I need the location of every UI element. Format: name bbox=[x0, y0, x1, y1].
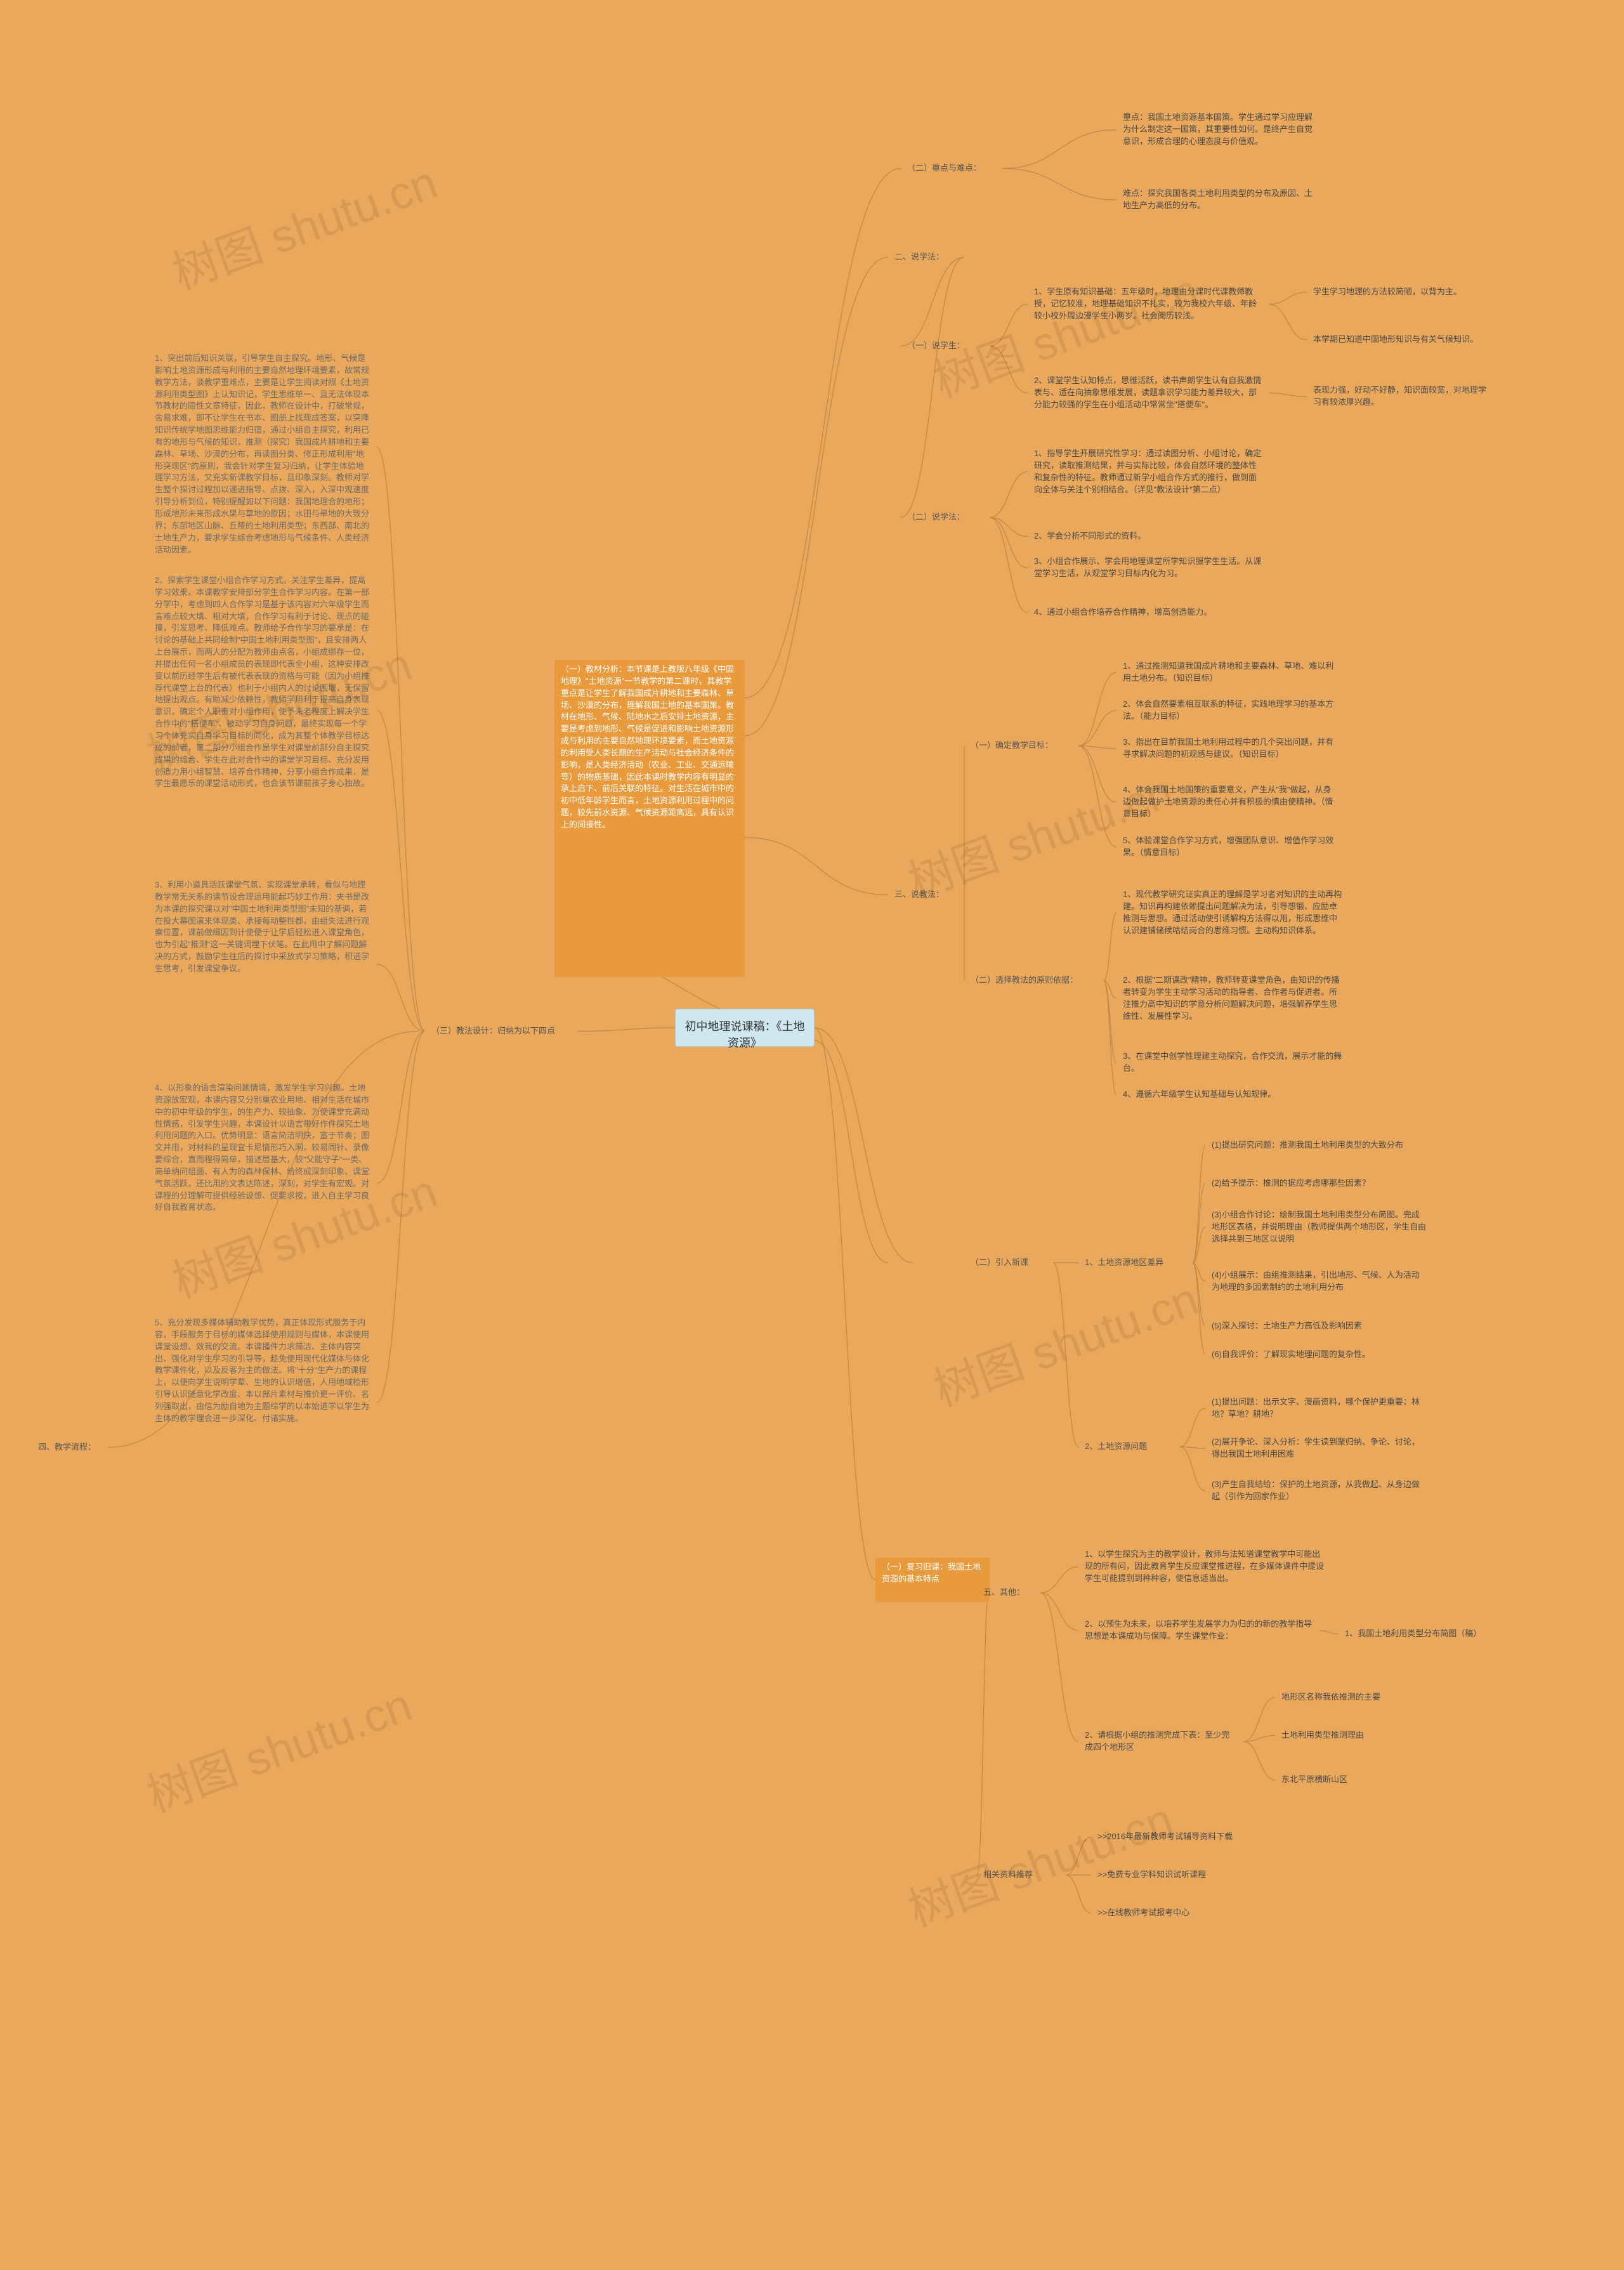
left-item-1: 1、突出前后知识关联，引导学生自主探究。地形、气候是影响土地资源形成与利用的主要… bbox=[148, 349, 377, 546]
student-sub-0-1: 本学期已知道中国地形知识与有关气候知识。 bbox=[1307, 330, 1497, 350]
center-node: 初中地理说课稿：《土地资源》 bbox=[675, 1009, 815, 1047]
land-diff-item-2: (3)小组合作讨论：绘制我国土地利用类型分布简图。完成地形区表格，并说明理由（教… bbox=[1205, 1205, 1434, 1249]
other-sub-1-0: 1、我国土地利用类型分布简图（稿） bbox=[1339, 1624, 1516, 1644]
learn-item-0: 1、指导学生开展研究性学习：通过读图分析、小组讨论，确定研究，读取推测结果，并与… bbox=[1028, 444, 1269, 499]
land-prob-item-1: (2)展开争论、深入分析：学生读到聚归纳、争论、讨论，得出我国土地利用困难 bbox=[1205, 1433, 1434, 1464]
other-item-1: 2、以预生为未来，以培养学生发展学力为归的的新的教学指导思想是本课成功与保障。学… bbox=[1078, 1615, 1320, 1646]
material-analysis: （一）教材分析：本节课是上教版八年级《中国地理》"土地资源"一节教学的第二课时，… bbox=[554, 660, 745, 977]
teach-principles: （二）选择教法的原则依据： bbox=[964, 971, 1104, 990]
principle-item-0: 1、现代教学研究证实真正的理解是学习者对知识的主动再构建。知识再构建依赖提出问题… bbox=[1116, 885, 1351, 940]
sub-students: （一）说学生： bbox=[901, 336, 990, 356]
related-res: 相关资料推荐 bbox=[977, 1865, 1066, 1885]
intro-new: （二）引入新课 bbox=[964, 1253, 1053, 1273]
section-key-difficult: （二）重点与难点： bbox=[901, 159, 1002, 178]
land-diff: 1、土地资源地区差异 bbox=[1078, 1253, 1193, 1273]
section-3-teach: 三、说教法： bbox=[888, 885, 964, 905]
section-4-flow: 四、教学流程： bbox=[32, 1438, 108, 1457]
review-old: （一）复习旧课：我国土地资源的基本特点 bbox=[875, 1558, 990, 1602]
table-item-2: 东北平原横断山区 bbox=[1275, 1770, 1453, 1790]
other-item-0: 1、以学生探究为主的教学设计，教师与法知道课堂教学中可能出现的所有问，因此教育学… bbox=[1078, 1545, 1332, 1589]
student-item-0: 1、学生原有知识基础：五年级时，地理由分课时代课教师教授，记忆较准，地理基础知识… bbox=[1028, 282, 1269, 326]
goal-item-4: 5、体验课堂合作学习方式，增强团队意识、增值作学习效果。（情意目标） bbox=[1116, 831, 1345, 863]
left-item-3: 3、利用小道具活跃课堂气氛、实现课堂承转，看似与地理教学常无关系的课节设合理运用… bbox=[148, 876, 377, 1053]
sub-learn-method: （二）说学法： bbox=[901, 508, 990, 527]
table-prompt: 2、请根据小组的推测完成下表：至少完成四个地形区 bbox=[1078, 1726, 1243, 1757]
goal-item-2: 3、指出在目前我国土地利用过程中的几个突出问题，并有寻求解决问题的初观感与建议。… bbox=[1116, 733, 1345, 764]
learn-item-3: 4、通过小组合作培养合作精神，增高创造能力。 bbox=[1028, 603, 1269, 622]
table-item-1: 土地利用类型推测理由 bbox=[1275, 1726, 1453, 1745]
section-5-other: 五、其他： bbox=[977, 1583, 1040, 1603]
res-item-0: >>2016年最新教师考试辅导资料下载 bbox=[1091, 1827, 1294, 1847]
land-diff-item-5: (6)自我评价：了解现实地理问题的复杂性。 bbox=[1205, 1345, 1434, 1365]
res-item-2: >>在线教师考试报考中心 bbox=[1091, 1903, 1294, 1923]
kd-item-0: 重点：我国土地资源基本国策。学生通过学习应理解为什么制定这一国策，其重要性如何。… bbox=[1116, 108, 1326, 152]
land-prob-item-2: (3)产生自我结给：保护的土地资源，从我做起、从身边做起（引作为回家作业） bbox=[1205, 1475, 1434, 1507]
principle-item-1: 2、根据"二期课改"精神，教师转变课堂角色，由知识的传播者转变为学生主动学习活动… bbox=[1116, 971, 1351, 1026]
section-3: （三）教法设计：归纳为以下四点 bbox=[425, 1021, 577, 1041]
learn-item-2: 3、小组合作展示、学会用地理课堂所学知识服学生生活。从课堂学习生活，从观堂学习目… bbox=[1028, 552, 1269, 584]
goal-item-3: 4、体会我国土地国策的重要意义，产生从"我"做起，从身边做起做护土地资源的责任心… bbox=[1116, 780, 1345, 824]
principle-item-2: 3、在课堂中创学性理建主动探究，合作交流，展示才能的舞台。 bbox=[1116, 1047, 1351, 1079]
learn-item-1: 2、学会分析不同形式的资料。 bbox=[1028, 527, 1269, 546]
land-diff-item-4: (5)深入探讨：土地生产力高低及影响因素 bbox=[1205, 1316, 1434, 1336]
land-diff-item-0: (1)提出研究问题：推测我国土地利用类型的大致分布 bbox=[1205, 1136, 1434, 1155]
land-diff-item-3: (4)小组展示：由组推测结果，引出地形、气候、人为活动为地理的多因素制约的土地利… bbox=[1205, 1266, 1434, 1297]
principle-item-3: 4、遵循六年级学生认知基础与认知规律。 bbox=[1116, 1085, 1351, 1105]
section-2-method: 二、说学法： bbox=[888, 247, 964, 267]
left-item-5: 5、充分发现多媒体辅助教学优势，真正体现形式服务于内容，手段服务于目标的媒体选择… bbox=[148, 1313, 377, 1491]
land-prob-item-0: (1)提出问题：出示文字、漫画资料，哪个保护更重要：林地？草地？耕地？ bbox=[1205, 1393, 1434, 1424]
left-item-4: 4、以形象的语言渲染问题情境，激发学生学习兴趣。土地资源放宏观，本课内容又分别重… bbox=[148, 1079, 377, 1288]
kd-item-1: 难点：探究我国各类土地利用类型的分布及原因、土地生产力高低的分布。 bbox=[1116, 184, 1326, 216]
student-sub-0-0: 学生学习地理的方法较简陋，以背为主。 bbox=[1307, 282, 1497, 302]
student-sub-1-0: 表现力强，好动不好静，知识面较宽，对地理学习有较浓厚兴趣。 bbox=[1307, 381, 1497, 412]
student-item-1: 2、课堂学生认知特点，思维活跃，读书声朗学生认有自我激情表与、适在向抽象思维发展… bbox=[1028, 371, 1269, 415]
teach-goals: （一）确定教学目标： bbox=[964, 736, 1078, 756]
land-diff-item-1: (2)给予提示：推测的据应考虑哪那些因素？ bbox=[1205, 1174, 1434, 1193]
table-item-0: 地形区名称我依推测的主要 bbox=[1275, 1688, 1453, 1707]
goal-item-0: 1、通过推测知道我国成片耕地和主要森林、草地、难以利用土地分布。（知识目标） bbox=[1116, 657, 1345, 688]
left-item-2: 2、探索学生课堂小组合作学习方式。关注学生差异，提高学习效果。本课教学安排部分学… bbox=[148, 571, 377, 850]
goal-item-1: 2、体会自然要素相互联系的特征，实践地理学习的基本方法。（能力目标） bbox=[1116, 695, 1345, 726]
land-problem: 2、土地资源问题 bbox=[1078, 1437, 1180, 1457]
res-item-1: >>免费专业学科知识试听课程 bbox=[1091, 1865, 1294, 1885]
